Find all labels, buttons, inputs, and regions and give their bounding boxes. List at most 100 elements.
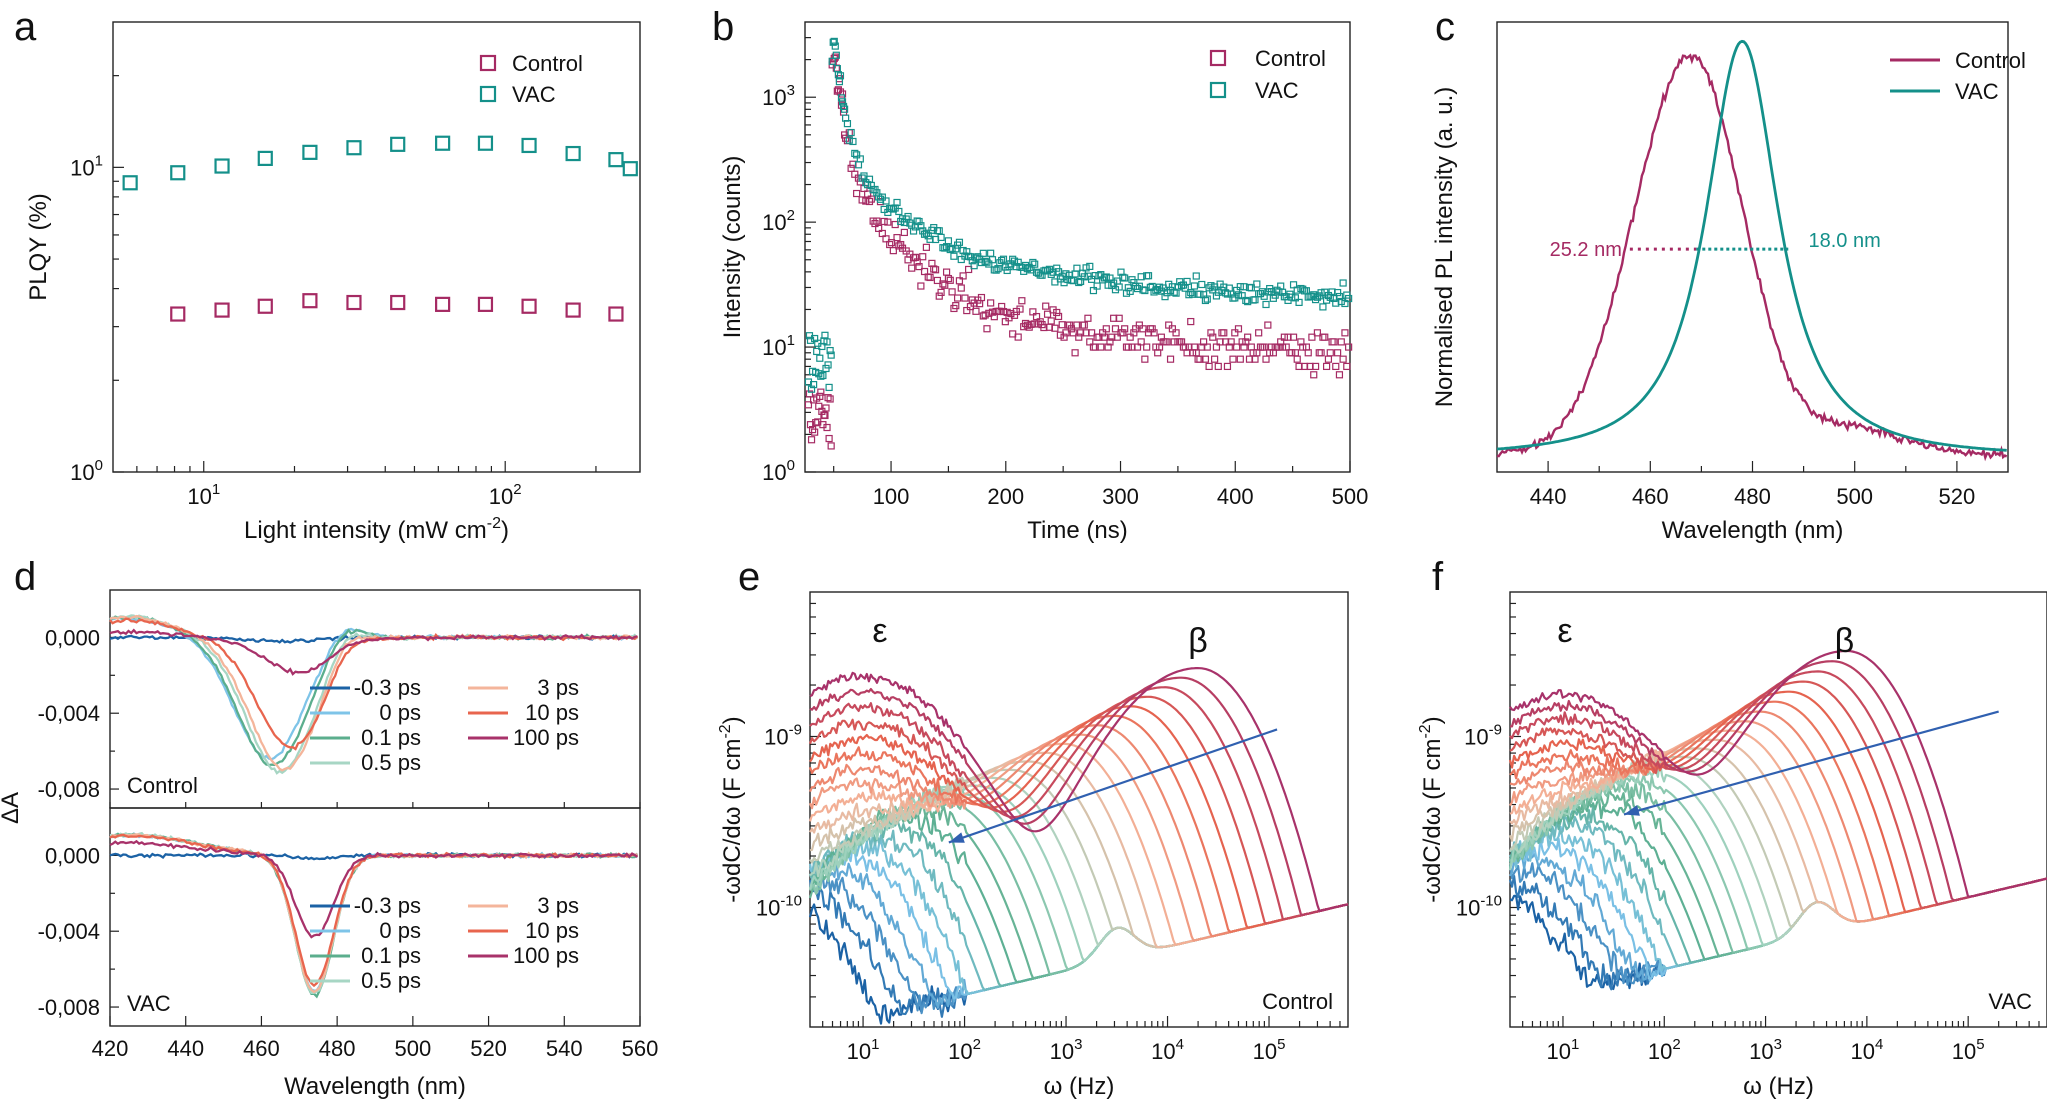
data-point-control [957, 284, 965, 292]
data-point-vac [1038, 271, 1046, 279]
data-point-control [1194, 355, 1202, 363]
data-point-vac [979, 249, 987, 257]
data-point-control [882, 235, 890, 243]
x-tick-label: 105 [1952, 1036, 1985, 1064]
spectrum-curve [1509, 649, 2047, 898]
y-axis-label: ΔA [0, 792, 24, 824]
data-point-vac [834, 71, 842, 79]
data-point-control [521, 298, 537, 314]
data-point-control [1132, 325, 1140, 333]
data-point-vac [909, 227, 918, 235]
data-point-control [1234, 325, 1243, 333]
plot-frame [804, 21, 1351, 473]
data-point-vac [1185, 291, 1193, 299]
data-point-vac [170, 165, 186, 181]
panel-letter-a: a [14, 5, 37, 49]
legend-marker [1209, 81, 1227, 99]
x-tick-label: 500 [1836, 484, 1873, 509]
data-point-vac [829, 38, 837, 46]
data-point-control [1311, 362, 1320, 371]
data-point-vac [917, 222, 925, 230]
data-point-vac [944, 237, 953, 245]
data-point-control [878, 229, 886, 238]
data-point-vac [1335, 292, 1344, 301]
data-point-vac [1181, 284, 1189, 292]
data-point-vac [837, 94, 846, 102]
data-point-control [1047, 317, 1055, 325]
data-point-control [886, 240, 894, 249]
data-point-vac [856, 155, 864, 163]
legend-label: VAC [1255, 78, 1299, 103]
data-point-control [1023, 321, 1031, 329]
spectrum-curve [809, 676, 1349, 917]
data-point-control [1288, 349, 1296, 357]
data-point-control [942, 268, 951, 276]
data-point-control [987, 299, 995, 307]
panel-letter-d: d [14, 555, 36, 599]
data-point-control [897, 240, 905, 249]
data-point-vac [1337, 297, 1345, 306]
data-point-control [1225, 343, 1233, 351]
data-point-vac [838, 98, 847, 106]
data-point-control [865, 197, 874, 206]
legend-label: Control [1955, 48, 2026, 73]
data-point-control [1067, 325, 1076, 333]
data-point-control [983, 325, 991, 333]
data-point-control [822, 404, 830, 412]
data-point-vac [882, 197, 890, 205]
data-point-control [1060, 333, 1068, 341]
x-tick-label: 104 [1151, 1036, 1184, 1064]
data-point-control [931, 266, 940, 274]
data-point-vac [988, 256, 997, 264]
data-point-vac [845, 136, 853, 144]
legend-label: -0.3 ps [354, 893, 421, 918]
x-tick-label: 101 [187, 481, 220, 509]
data-point-control [1102, 325, 1110, 333]
data-point-control [1223, 362, 1232, 371]
data-point-control [873, 217, 881, 225]
x-tick-label: 560 [622, 1036, 659, 1061]
data-point-vac [1132, 282, 1140, 291]
data-point-vac [1238, 292, 1246, 300]
data-point-vac [1299, 285, 1307, 293]
data-point-control [1139, 325, 1147, 333]
data-point-control [824, 394, 832, 402]
x-axis-label: Time (ns) [1027, 517, 1127, 544]
data-point-vac [1236, 283, 1244, 291]
data-point-control [851, 170, 859, 178]
x-tick-label: 420 [92, 1036, 129, 1061]
data-point-vac [1201, 296, 1210, 305]
data-point-vac [1198, 280, 1206, 289]
data-point-vac [832, 51, 840, 59]
data-point-control [935, 292, 943, 300]
data-point-control [1054, 312, 1063, 321]
data-point-control [1282, 343, 1290, 351]
data-point-vac [1212, 292, 1221, 300]
data-point-vac [1117, 268, 1125, 276]
data-point-control [939, 280, 947, 288]
data-point-control [977, 293, 986, 302]
data-point-control [1332, 362, 1340, 371]
data-point-control [1086, 338, 1094, 346]
data-point-vac [1234, 291, 1243, 299]
data-point-vac [1121, 274, 1129, 282]
x-tick-label: 102 [489, 481, 522, 509]
data-point-control [955, 277, 964, 285]
data-point-control [816, 392, 824, 400]
x-tick-label: 101 [847, 1036, 880, 1064]
data-point-vac [987, 249, 995, 257]
data-point-control [1205, 362, 1213, 371]
data-point-control [1258, 343, 1266, 351]
legend-label: 0 ps [379, 918, 421, 943]
data-point-control [858, 196, 866, 204]
data-point-vac [1341, 299, 1349, 308]
data-point-vac [1029, 258, 1037, 267]
y-tick-label: 0,000 [45, 625, 100, 650]
data-point-control [435, 296, 451, 312]
data-point-control [1106, 338, 1114, 346]
data-point-control [302, 293, 318, 309]
data-point-control [1315, 349, 1323, 357]
data-point-vac [823, 338, 831, 346]
data-point-vac [1093, 282, 1101, 290]
